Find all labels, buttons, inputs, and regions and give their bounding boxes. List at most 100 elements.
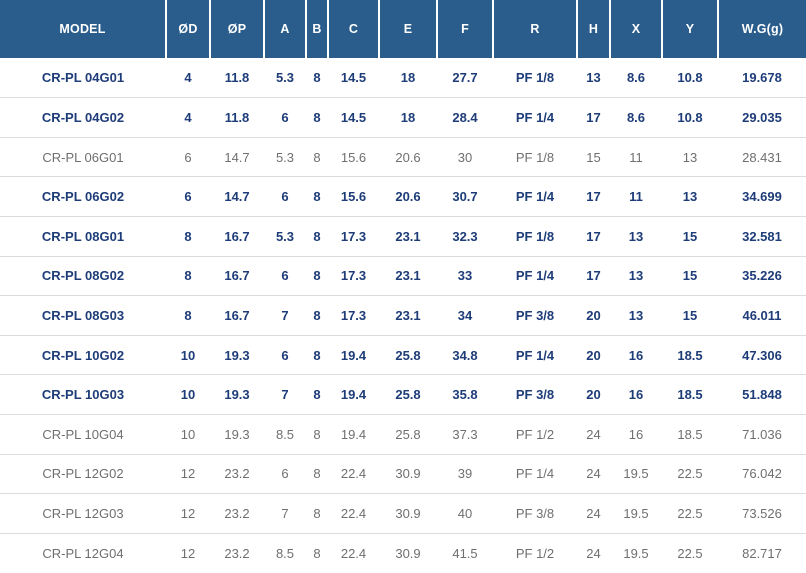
cell-f: 30 bbox=[437, 136, 493, 177]
cell-od: 12 bbox=[166, 532, 210, 573]
cell-b: 8 bbox=[306, 453, 328, 494]
cell-h: 20 bbox=[577, 295, 610, 336]
cell-wg: 19.678 bbox=[742, 70, 782, 86]
cell-f: 30.7 bbox=[437, 176, 493, 217]
cell-h: 24 bbox=[577, 453, 610, 494]
cell-h: 20 bbox=[577, 334, 610, 375]
cell-od: 6 bbox=[166, 136, 210, 177]
cell-wg: 47.306 bbox=[718, 334, 806, 375]
cell-r: PF 3/8 bbox=[493, 374, 577, 415]
cell-f: 33 bbox=[437, 255, 493, 296]
cell-x: 19.5 bbox=[610, 532, 662, 573]
table-body: CR-PL 04G01 4 11.8 5.3 8 14.5 18 27.7 PF 1/8 13 8.… bbox=[0, 58, 806, 573]
cell-r: PF 3/8 bbox=[493, 493, 577, 534]
cell-od: 8 bbox=[166, 295, 210, 336]
cell-op: 19.3 bbox=[210, 413, 264, 455]
cell-c: 17.3 bbox=[328, 255, 379, 296]
cell-y: 15 bbox=[662, 295, 718, 336]
cell-f: 34 bbox=[437, 295, 493, 336]
cell-x: 11 bbox=[610, 176, 662, 217]
cell-od: 10 bbox=[166, 413, 210, 455]
cell-b: 8 bbox=[306, 97, 328, 138]
cell-op: 11.8 bbox=[224, 70, 250, 86]
table-header: MODEL ØD ØP A B C E F R H X Y W.G(g) bbox=[0, 0, 806, 58]
table-row: CR-PL 04G02 4 11.8 6 8 14.5 18 28.4 PF 1/4 17 8.6 1… bbox=[0, 97, 806, 138]
table-row: CR-PL 08G02 8 16.7 6 8 17.3 23.1 33 PF 1/4 17 13 15… bbox=[0, 255, 806, 296]
cell-e: 25.8 bbox=[379, 334, 437, 375]
table-row: CR-PL 06G02 6 14.7 6 8 15.6 20.6 30.7 PF 1/4 17 11… bbox=[0, 176, 806, 217]
cell-model: CR-PL 06G02 bbox=[0, 176, 166, 217]
cell-b: 8 bbox=[306, 374, 328, 415]
cell-b: 8 bbox=[306, 334, 328, 375]
cell-y: 22.5 bbox=[662, 493, 718, 534]
cell-model: CR-PL 10G03 bbox=[0, 374, 166, 415]
cell-r: PF 1/8 bbox=[493, 136, 577, 177]
cell-h: 20 bbox=[577, 374, 610, 415]
cell-model: CR-PL 10G02 bbox=[0, 334, 166, 375]
cell-e: 20.6 bbox=[379, 176, 437, 217]
cell-r: PF 1/4 bbox=[493, 176, 577, 217]
cell-od: 12 bbox=[166, 453, 210, 494]
cell-a: 8.5 bbox=[264, 532, 306, 573]
cell-r: PF 1/8 bbox=[515, 70, 555, 86]
cell-a: 7 bbox=[264, 374, 306, 415]
cell-e: 23.1 bbox=[379, 295, 437, 336]
cell-op: 16.7 bbox=[210, 295, 264, 336]
cell-od: 10 bbox=[166, 374, 210, 415]
cell-od: 8 bbox=[166, 215, 210, 257]
cell-op: 16.7 bbox=[210, 215, 264, 257]
column-header-f: F bbox=[437, 0, 494, 58]
cell-b: 8 bbox=[306, 532, 328, 573]
cell-op: 23.2 bbox=[210, 532, 264, 573]
cell-b: 8 bbox=[306, 413, 328, 455]
cell-wg: 35.226 bbox=[718, 255, 806, 296]
cell-h: 17 bbox=[577, 176, 610, 217]
cell-y: 13 bbox=[662, 176, 718, 217]
cell-f: 35.8 bbox=[437, 374, 493, 415]
cell-od: 6 bbox=[166, 176, 210, 217]
cell-x: 16 bbox=[610, 334, 662, 375]
cell-h: 24 bbox=[577, 532, 610, 573]
cell-c: 19.4 bbox=[328, 374, 379, 415]
cell-a: 6 bbox=[264, 97, 306, 138]
cell-x: 13 bbox=[610, 295, 662, 336]
cell-a: 5.3 bbox=[264, 215, 306, 257]
cell-f: 39 bbox=[437, 453, 493, 494]
cell-y: 22.5 bbox=[662, 453, 718, 494]
table-row: CR-PL 12G03 12 23.2 7 8 22.4 30.9 40 PF 3/8 24 19.… bbox=[0, 493, 806, 534]
cell-c: 14.5 bbox=[328, 97, 379, 138]
cell-od: 12 bbox=[166, 493, 210, 534]
cell-b: 8 bbox=[306, 295, 328, 336]
cell-r: PF 1/2 bbox=[493, 413, 577, 455]
cell-c: 17.3 bbox=[328, 215, 379, 257]
cell-y: 10.8 bbox=[677, 70, 703, 86]
cell-c: 22.4 bbox=[328, 532, 379, 573]
column-header-x: X bbox=[610, 0, 663, 58]
cell-wg: 73.526 bbox=[718, 493, 806, 534]
cell-x: 8.6 bbox=[610, 97, 662, 138]
cell-h: 24 bbox=[577, 493, 610, 534]
column-header-h: H bbox=[577, 0, 611, 58]
cell-f: 27.7 bbox=[452, 70, 478, 86]
cell-model: CR-PL 04G01 bbox=[41, 70, 125, 86]
cell-model: CR-PL 04G02 bbox=[0, 97, 166, 138]
table-row: CR-PL 12G04 12 23.2 8.5 8 22.4 30.9 41.5 PF 1/2 2… bbox=[0, 532, 806, 573]
cell-od: 8 bbox=[166, 255, 210, 296]
cell-x: 8.6 bbox=[626, 70, 646, 86]
cell-a: 6 bbox=[264, 334, 306, 375]
cell-e: 30.9 bbox=[379, 453, 437, 494]
cell-r: PF 1/4 bbox=[493, 334, 577, 375]
column-header-od: ØD bbox=[166, 0, 211, 58]
cell-e: 20.6 bbox=[379, 136, 437, 177]
cell-c: 14.5 bbox=[340, 70, 367, 86]
cell-op: 19.3 bbox=[210, 374, 264, 415]
cell-f: 41.5 bbox=[437, 532, 493, 573]
cell-x: 11 bbox=[610, 136, 662, 177]
cell-op: 11.8 bbox=[210, 97, 264, 138]
cell-b: 8 bbox=[306, 255, 328, 296]
cell-f: 32.3 bbox=[437, 215, 493, 257]
cell-e: 18 bbox=[400, 70, 416, 86]
cell-a: 6 bbox=[264, 176, 306, 217]
cell-model: CR-PL 10G04 bbox=[0, 413, 166, 455]
cell-h: 17 bbox=[577, 97, 610, 138]
